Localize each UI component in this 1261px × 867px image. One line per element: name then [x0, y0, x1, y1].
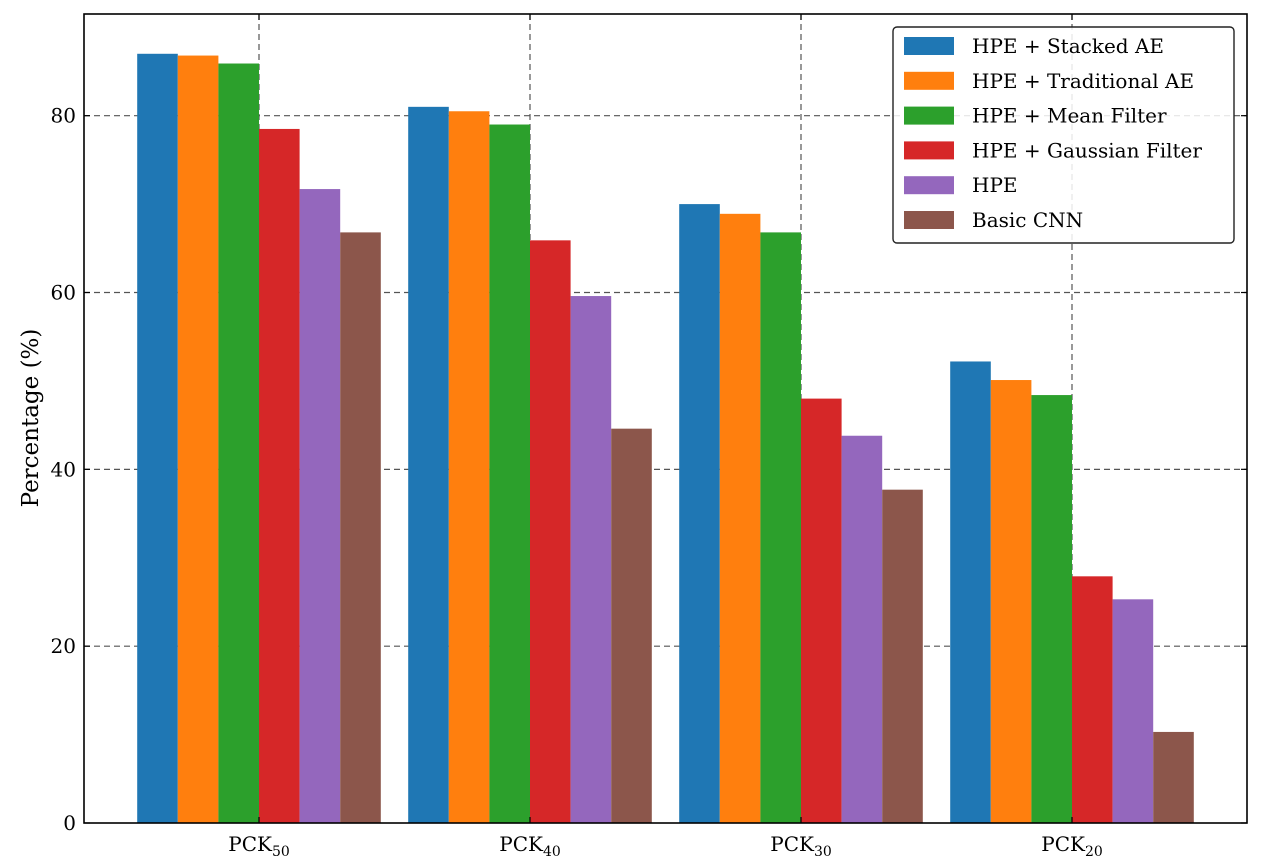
bar — [801, 398, 842, 823]
bar — [719, 213, 761, 823]
bar — [259, 128, 300, 824]
legend-swatch — [904, 37, 954, 55]
bar — [1072, 576, 1113, 823]
bar — [841, 435, 883, 823]
bar — [760, 232, 801, 823]
x-tick-label: PCK30 — [770, 832, 832, 860]
x-tick-label-base: PCK — [499, 832, 544, 856]
legend-label: HPE — [972, 173, 1018, 197]
legend-label: HPE + Mean Filter — [972, 104, 1167, 128]
bar — [1153, 731, 1194, 823]
y-tick-label: 40 — [51, 457, 76, 481]
legend-swatch — [904, 106, 954, 125]
plot-frame — [83, 13, 1248, 824]
bar — [1112, 599, 1154, 823]
y-tick-label: 20 — [51, 634, 76, 658]
y-axis-label: Percentage (%) — [18, 329, 44, 508]
legend-swatch — [904, 176, 954, 195]
x-tick-label: PCK40 — [499, 832, 561, 860]
bar — [408, 106, 449, 824]
legend: HPE + Stacked AE HPE + Traditional AE HPE … — [892, 26, 1235, 244]
bar — [882, 489, 923, 823]
legend-swatch — [904, 71, 954, 90]
bar — [1031, 395, 1072, 823]
bar — [340, 232, 381, 823]
bar — [611, 428, 652, 823]
x-tick-label-base: PCK — [228, 832, 273, 856]
y-tick-label: 80 — [51, 104, 76, 128]
legend-swatch — [904, 211, 954, 229]
bar — [570, 296, 612, 823]
x-tick-label-subscript: 40 — [543, 844, 561, 860]
bars — [137, 53, 1194, 824]
x-tick-label-base: PCK — [770, 832, 815, 856]
legend-box — [892, 26, 1235, 244]
ticks — [84, 14, 1247, 824]
y-tick-labels: 0 20 40 60 80 — [51, 104, 76, 835]
bar — [137, 53, 178, 824]
x-tick-label: PCK20 — [1041, 832, 1103, 860]
bar — [177, 55, 219, 824]
bar — [679, 204, 720, 823]
x-tick-label-subscript: 30 — [814, 844, 832, 860]
legend-swatch — [904, 141, 954, 160]
x-tick-labels: PCK50 PCK40 PCK30 PCK20 — [228, 832, 1103, 860]
y-tick-label: 0 — [63, 811, 76, 835]
legend-label: HPE + Stacked AE — [972, 34, 1164, 58]
bar — [448, 111, 490, 823]
bar — [489, 124, 530, 824]
legend-label: HPE + Traditional AE — [972, 69, 1194, 93]
y-tick-label: 60 — [51, 281, 76, 305]
bar — [950, 361, 991, 823]
legend-label: HPE + Gaussian Filter — [972, 138, 1202, 162]
x-tick-label-subscript: 20 — [1085, 844, 1103, 860]
bar — [990, 380, 1032, 823]
legend-label: Basic CNN — [972, 208, 1083, 232]
bar — [218, 63, 259, 823]
x-tick-label-base: PCK — [1041, 832, 1086, 856]
x-tick-label-subscript: 50 — [272, 844, 290, 860]
bar — [530, 240, 571, 824]
bar — [299, 189, 341, 823]
x-tick-label: PCK50 — [228, 832, 290, 860]
